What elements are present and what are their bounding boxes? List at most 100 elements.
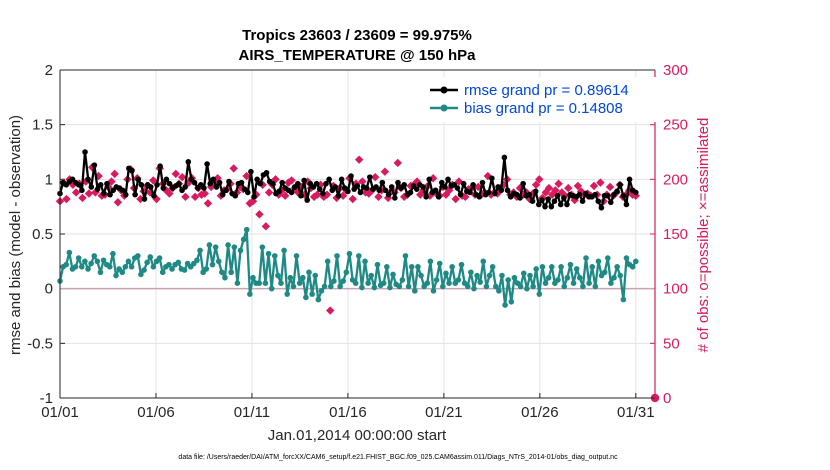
obs-count-marker (113, 198, 123, 207)
bias-series-point (517, 283, 524, 290)
rmse-series-point (88, 184, 95, 190)
bias-series-point (368, 272, 375, 279)
rmse-series-point (85, 176, 91, 183)
bias-series-point (181, 267, 188, 273)
x-axis-label: Jan.01,2014 00:00:00 start (268, 427, 447, 444)
obs-count-marker (348, 194, 357, 204)
bias-series-point (545, 274, 552, 281)
x-tick-label: 01/21 (425, 404, 463, 421)
obs-count-marker (287, 176, 296, 185)
rmse-series-point (157, 163, 163, 170)
bias-series-point (75, 255, 82, 261)
bias-series-point (601, 269, 608, 276)
rmse-series-point (526, 191, 533, 198)
obs-count-marker (181, 192, 190, 202)
bias-series-point (169, 266, 175, 272)
rmse-series-point (607, 199, 614, 206)
obs-count-marker (531, 180, 541, 189)
x-tick-label: 01/26 (521, 404, 559, 421)
obs-count-marker (551, 186, 560, 195)
bias-series-point (464, 283, 471, 290)
obs-count-marker (544, 183, 554, 193)
rmse-series-point (548, 203, 555, 210)
bias-series-point (97, 269, 104, 276)
rmse-series-point (435, 194, 442, 200)
x-tick-label: 01/31 (617, 404, 655, 421)
bias-series-point (346, 250, 353, 257)
rmse-series-point (445, 176, 451, 183)
rmse-series-point (501, 154, 508, 161)
obs-count-marker (280, 191, 290, 200)
obs-count-marker (110, 169, 119, 179)
rmse-series-point (551, 198, 558, 204)
bias-series-point (365, 280, 371, 287)
obs-count-marker (358, 177, 367, 186)
bias-series-point (113, 272, 119, 279)
obs-count-marker (425, 191, 435, 200)
obs-count-marker (71, 188, 81, 197)
rmse-series-point (385, 191, 392, 198)
rmse-series-point (388, 184, 395, 190)
bias-series-point (212, 244, 219, 250)
rmse-series-point (633, 189, 639, 196)
obs-count-marker (535, 175, 544, 184)
rmse-series-point (298, 192, 304, 199)
bias-series-point (312, 272, 319, 279)
rmse-series-point (532, 188, 539, 195)
rmse-series-point (529, 198, 536, 204)
obs-count-marker (97, 191, 107, 200)
bias-series-point (505, 277, 511, 283)
obs-count-marker (628, 190, 637, 199)
rmse-series-point (617, 182, 623, 188)
rmse-series-point (160, 185, 167, 191)
rmse-series-point (470, 182, 476, 188)
bias-series-point (533, 266, 540, 272)
obs-count-marker (564, 183, 573, 193)
rmse-series-point (104, 180, 110, 187)
rmse-series-point (185, 159, 192, 165)
y2-tick-label: 250 (663, 117, 688, 134)
bias-series-point (78, 264, 85, 270)
bias-series-point (262, 280, 269, 287)
obs-count-marker (326, 306, 335, 315)
bias-series-point (91, 253, 98, 259)
rmse-series-point (163, 176, 170, 183)
obs-count-marker (541, 188, 550, 197)
y-tick-label: 1 (45, 171, 53, 188)
bias-series-point (66, 249, 73, 256)
bias-series-point (496, 288, 502, 294)
bias-series-point (436, 260, 443, 267)
bias-series-point (580, 283, 586, 290)
rmse-series-point (535, 201, 542, 208)
rmse-series-point (345, 188, 351, 195)
rmse-series-point (579, 198, 586, 204)
rmse-series-point (626, 176, 633, 183)
obs-count-marker (171, 169, 181, 179)
rmse-series-point (75, 182, 82, 188)
bias-series-point (265, 250, 272, 257)
rmse-series-point (520, 180, 526, 187)
obs-count-marker (245, 199, 254, 208)
y-tick-label: -1 (40, 390, 53, 407)
rmse-series-point (407, 189, 414, 196)
rmse-series-point (598, 204, 605, 211)
obs-count-marker (62, 194, 71, 204)
obs-count-marker (161, 186, 171, 195)
bias-series-point (237, 247, 244, 254)
rmse-series-point (91, 162, 98, 168)
rmse-series-point (354, 183, 361, 189)
data-file-footnote: data file: /Users/raeder/DAI/ATM_forcXX/… (178, 454, 618, 461)
rmse-series-point (326, 176, 332, 183)
rmse-series-point (367, 174, 373, 180)
bias-series-point (334, 253, 340, 259)
x-tick-label: 01/01 (41, 404, 79, 421)
rmse-series-point (304, 197, 311, 203)
y-tick-label: 0.5 (32, 226, 53, 243)
bias-series-point (380, 280, 387, 287)
obs-count-marker (422, 182, 431, 192)
bias-series-point (511, 274, 518, 281)
chart-subtitle: AIRS_TEMPERATURE @ 150 hPa (239, 47, 477, 64)
rmse-series-point (382, 187, 389, 194)
bias-series-point (446, 280, 452, 287)
